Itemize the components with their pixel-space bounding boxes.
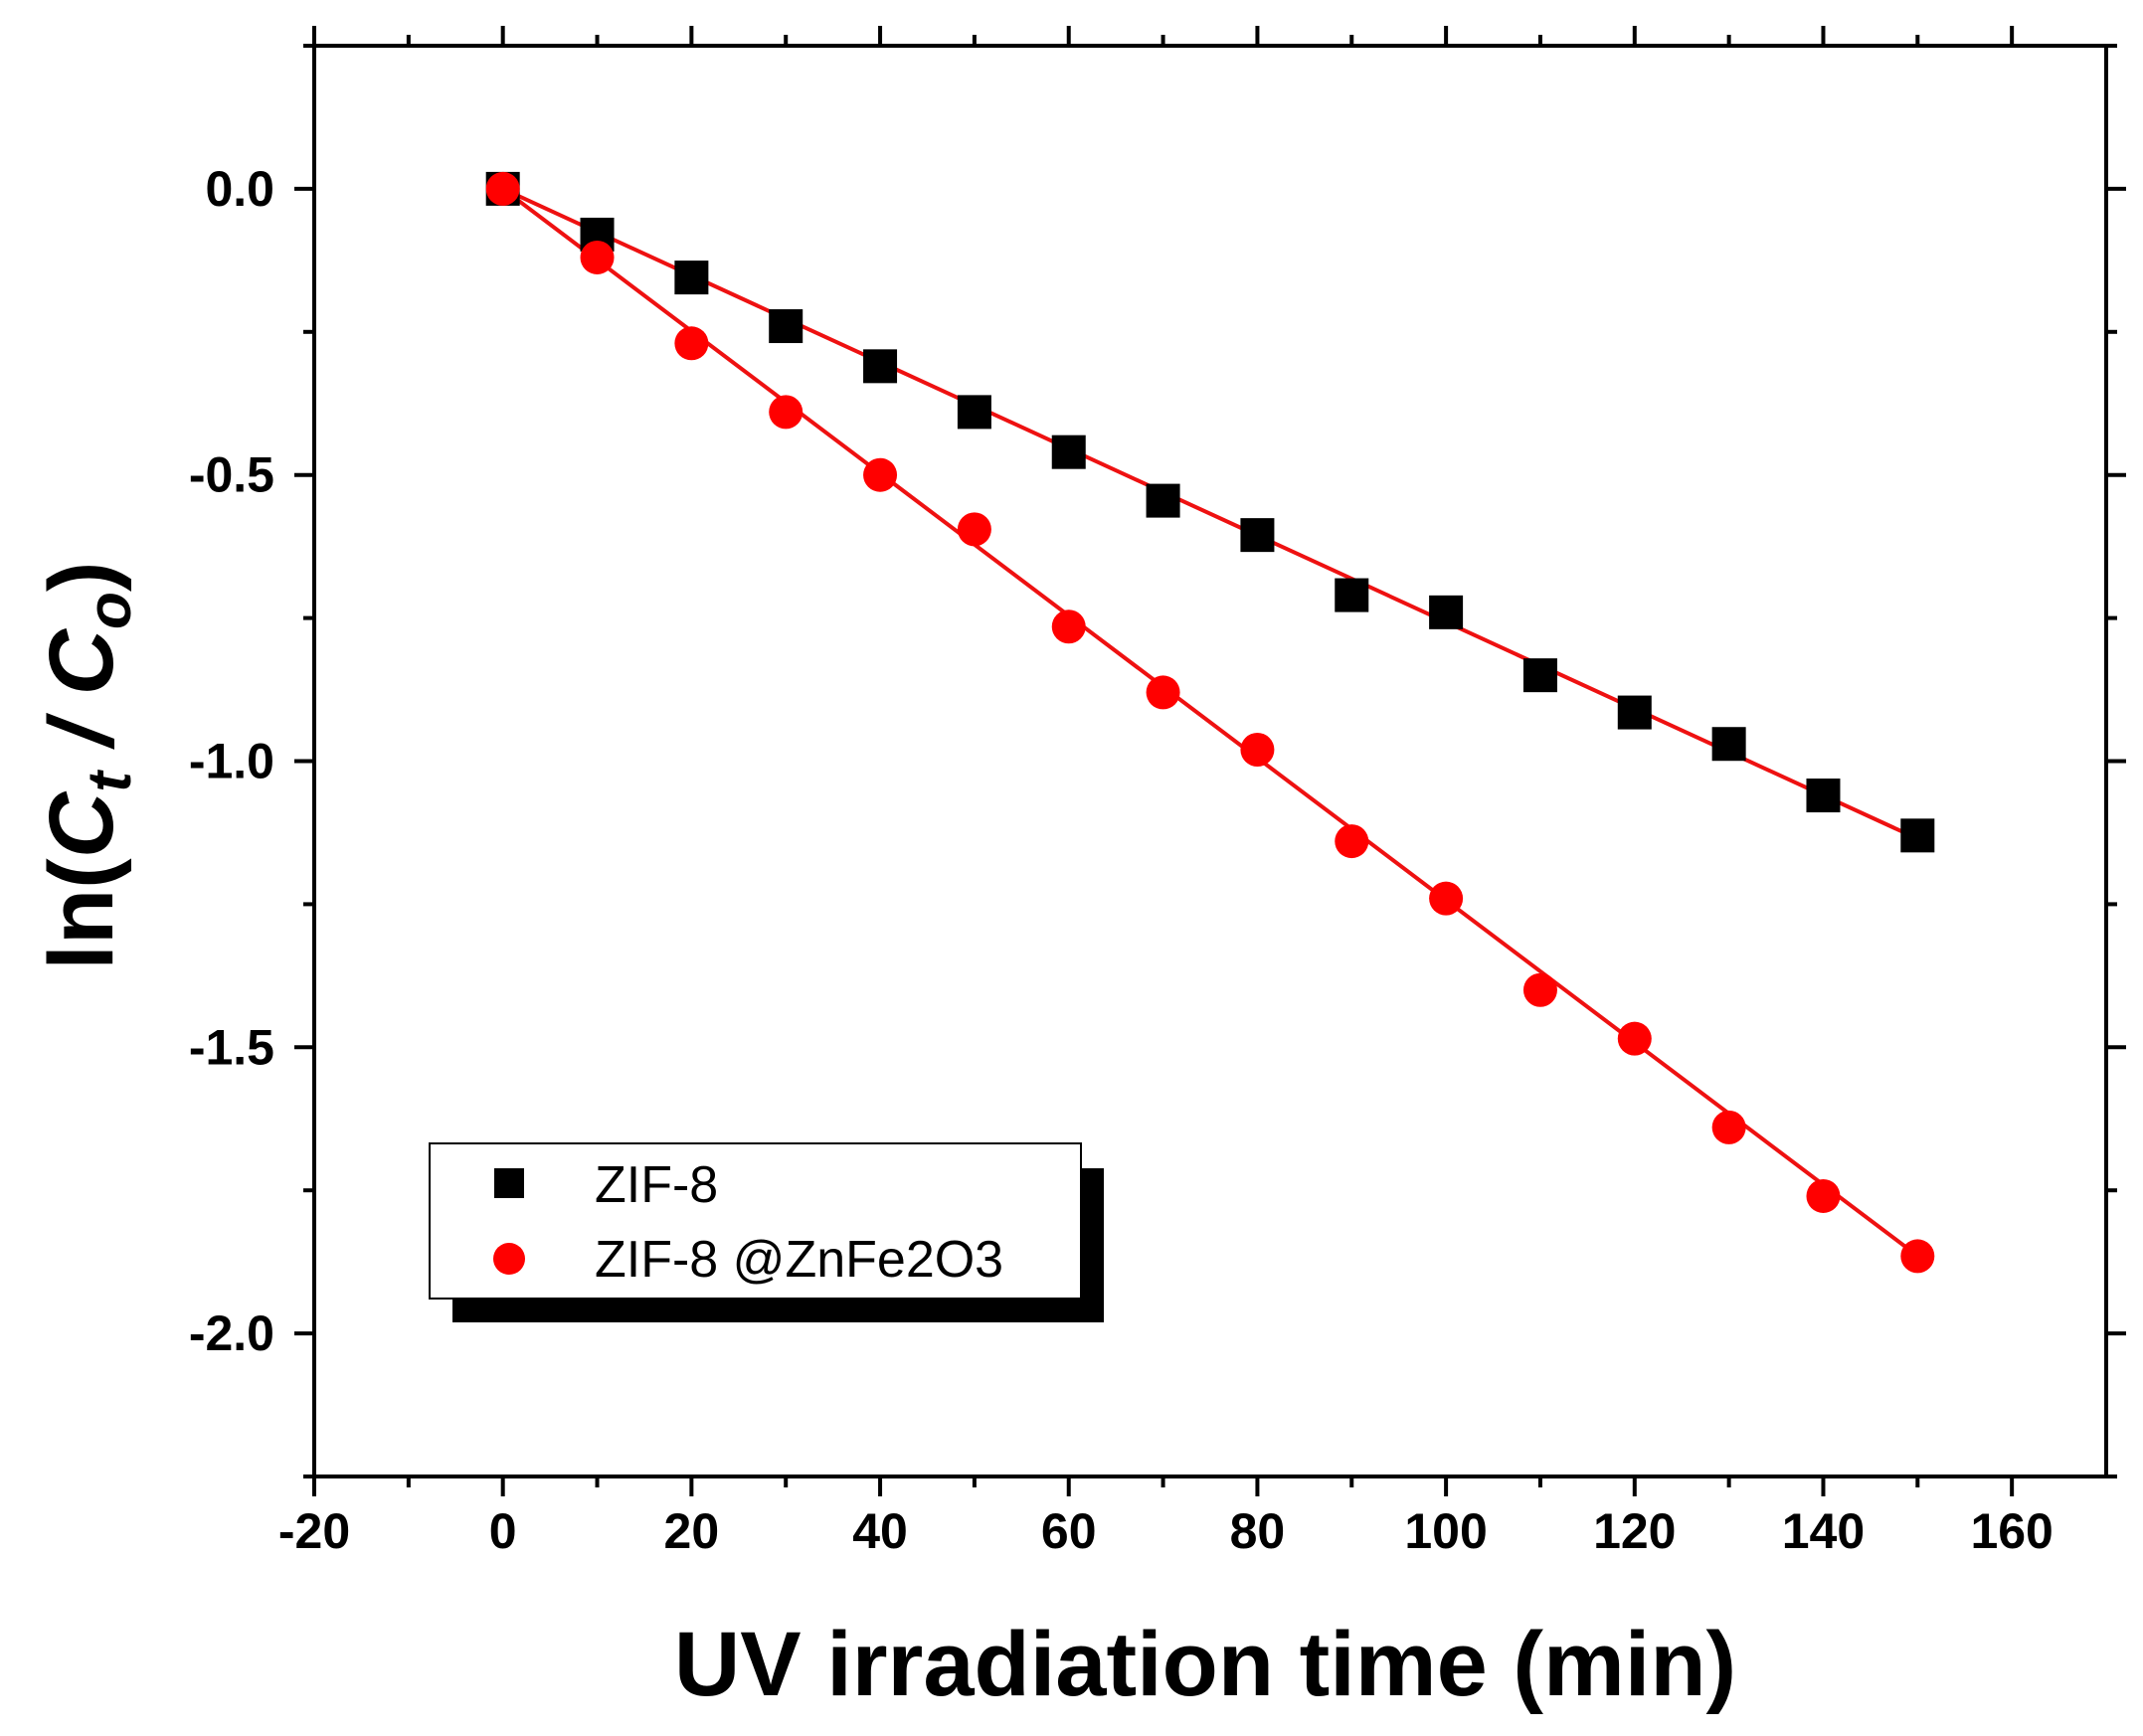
data-point-zif8-znfe2o3: [863, 457, 898, 492]
y-title-sub2: o: [76, 592, 144, 629]
y-title-c1: C: [31, 790, 132, 858]
y-tick-label: -0.5: [189, 447, 274, 503]
data-point-zif8-znfe2o3: [1335, 824, 1369, 859]
data-point-zif8: [1335, 578, 1369, 612]
data-point-zif8-znfe2o3: [485, 171, 520, 206]
fit-line-zif8: [501, 187, 1919, 841]
data-point-zif8: [769, 309, 804, 344]
data-point-zif8-znfe2o3: [1522, 972, 1557, 1007]
fit-lines-layer: [501, 187, 1919, 1258]
data-point-zif8: [1146, 483, 1180, 518]
x-tick-label: 40: [852, 1503, 908, 1559]
data-point-zif8-znfe2o3: [1429, 881, 1464, 916]
data-point-zif8-znfe2o3: [1711, 1110, 1746, 1144]
x-tick-label: 140: [1782, 1503, 1865, 1559]
data-point-zif8: [1240, 518, 1275, 553]
legend-marker-circle: [493, 1243, 525, 1275]
data-point-zif8-znfe2o3: [580, 240, 615, 274]
markers-layer: [485, 171, 1935, 1274]
x-tick-label: 160: [1970, 1503, 2053, 1559]
legend-label-zif8-znfe2o3: ZIF-8 @ZnFe2O3: [595, 1231, 1003, 1289]
data-point-zif8: [1711, 727, 1746, 762]
y-title-c2: C: [31, 627, 132, 695]
data-point-zif8-znfe2o3: [1900, 1239, 1935, 1274]
x-tick-label: 60: [1041, 1503, 1097, 1559]
y-tick-label: -1.0: [189, 734, 274, 789]
x-tick-label: 120: [1593, 1503, 1676, 1559]
data-point-zif8-znfe2o3: [769, 395, 804, 430]
data-point-zif8: [957, 395, 991, 430]
tick-labels-layer: -20 0 20 40 60 80 100 120 140 160 0.0 -0.5 -1.0 -1.5 -…: [189, 161, 2054, 1559]
legend-label-zif8: ZIF-8: [595, 1156, 718, 1214]
legend: ZIF-8 ZIF-8 @ZnFe2O3: [429, 1142, 1104, 1322]
y-axis-title: ln(Ct / Co): [31, 561, 144, 969]
data-point-zif8: [1522, 658, 1557, 693]
data-point-zif8: [863, 349, 898, 384]
x-tick-label: 100: [1404, 1503, 1487, 1559]
data-point-zif8: [1806, 779, 1841, 813]
x-tick-label: 80: [1230, 1503, 1286, 1559]
x-tick-label: -20: [278, 1503, 350, 1559]
legend-box: [429, 1142, 1082, 1300]
fit-line-zif8-znfe2o3: [501, 187, 1919, 1258]
y-tick-label: -1.5: [189, 1019, 274, 1075]
data-point-zif8-znfe2o3: [1806, 1178, 1841, 1213]
y-title-sub1: t: [76, 770, 144, 792]
data-point-zif8-znfe2o3: [1617, 1021, 1652, 1056]
data-point-zif8-znfe2o3: [957, 512, 991, 547]
y-tick-label: -2.0: [189, 1305, 274, 1361]
legend-marker-square: [494, 1168, 524, 1198]
data-point-zif8-znfe2o3: [1146, 675, 1180, 710]
data-point-zif8-znfe2o3: [1240, 732, 1275, 767]
y-title-prefix: ln(: [31, 858, 132, 970]
data-point-zif8: [674, 260, 709, 295]
data-point-zif8: [1900, 818, 1935, 853]
data-point-zif8: [1617, 695, 1652, 730]
data-point-zif8: [1429, 595, 1464, 629]
y-title-sep: /: [31, 695, 132, 772]
y-title-suffix: ): [31, 561, 132, 592]
x-tick-label: 0: [489, 1503, 517, 1559]
data-point-zif8: [1051, 434, 1086, 469]
data-point-zif8-znfe2o3: [1051, 609, 1086, 644]
x-tick-label: 20: [664, 1503, 720, 1559]
ticks-layer: [294, 26, 2126, 1496]
x-axis-title: UV irradiation time (min): [674, 1614, 1736, 1715]
y-tick-label: 0.0: [205, 161, 274, 217]
data-point-zif8-znfe2o3: [674, 326, 709, 361]
